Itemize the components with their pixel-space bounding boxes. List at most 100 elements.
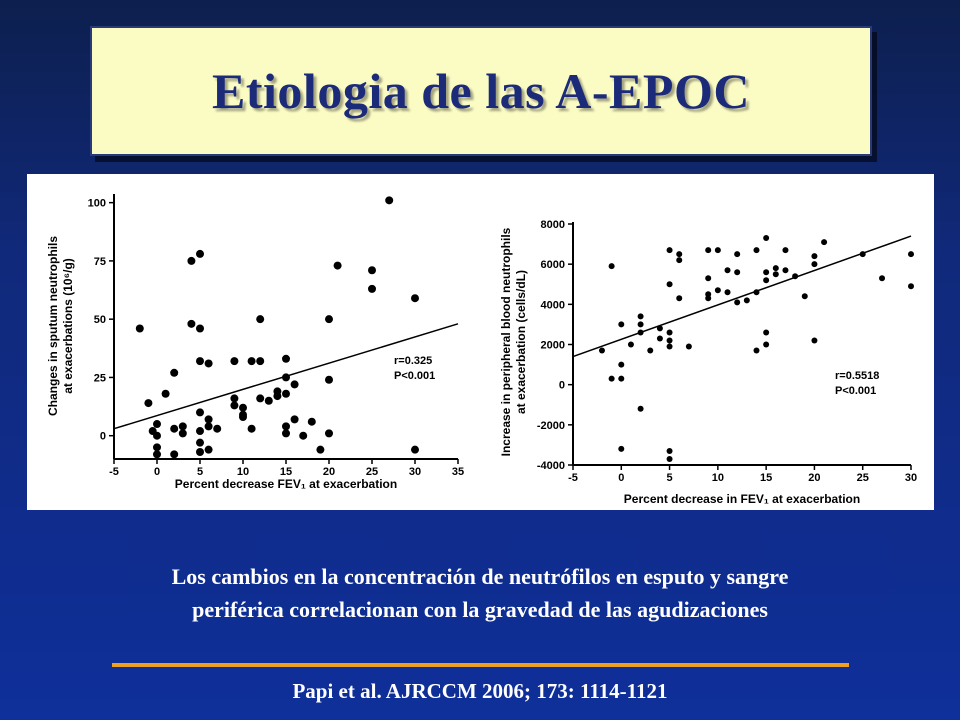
chart-left-point [239, 413, 247, 422]
chart-right-point [608, 375, 615, 382]
chart-left-point [290, 380, 299, 389]
chart-left-point [230, 394, 239, 403]
chart-left-ytick-label: 100 [88, 198, 106, 210]
chart-left-point [239, 403, 247, 412]
chart-left-annotation-p: P<0.001 [394, 370, 435, 382]
chart-left-point [170, 368, 179, 377]
chart-right-point [637, 405, 644, 412]
chart-left-xlabel: Percent decrease FEV₁ at exacerbation [175, 477, 397, 491]
chart-left-point [153, 431, 161, 440]
chart-right-point [772, 271, 779, 278]
chart-right-point [792, 273, 799, 280]
chart-right-points [598, 235, 914, 462]
chart-left-point [153, 420, 161, 429]
chart-right-ytick-label: -4000 [537, 460, 565, 472]
chart-right-point [666, 343, 673, 350]
chart-right-point [763, 329, 770, 336]
chart-left-point [333, 261, 342, 270]
chart-right-point [676, 251, 683, 258]
chart-right-point [647, 347, 654, 354]
chart-right-xtick-label: 30 [905, 472, 917, 484]
chart-left-ytick-label: 50 [94, 314, 106, 326]
chart-right-point [656, 325, 663, 332]
chart-left-ytick-label: 75 [94, 256, 106, 268]
chart-right-xtick-label: 15 [760, 472, 772, 484]
chart-left-plot-area [114, 194, 458, 459]
chart-left-xtick-label: 10 [237, 466, 249, 478]
chart-left-point [144, 399, 153, 408]
chart-right-point [637, 321, 644, 328]
chart-right-point [656, 335, 663, 342]
chart-right-point [666, 281, 673, 288]
chart-left-point [282, 429, 290, 438]
chart-left-point [282, 373, 290, 382]
chart-right-xtick-label: 10 [712, 472, 724, 484]
chart-left-annotation-r: r=0.325 [394, 355, 432, 367]
chart-right-point [676, 295, 683, 302]
chart-right-point [763, 235, 770, 242]
chart-right-point [685, 343, 692, 350]
chart-right-point [676, 257, 683, 264]
chart-left-point [273, 392, 282, 401]
chart-left-point [204, 359, 213, 368]
chart-left-point [196, 438, 204, 447]
chart-right-point [821, 239, 828, 246]
chart-left-xtick-label: 25 [366, 466, 378, 478]
chart-right-point [666, 447, 673, 454]
chart-right-ylabel: Increase in peripheral blood neutrophils… [499, 227, 528, 456]
chart-right-ylabel-line2: at exacerbation (cells/dL) [514, 270, 528, 414]
chart-right-ytick-label: 8000 [541, 219, 565, 231]
chart-left-point [170, 450, 179, 459]
chart-left-point [135, 324, 144, 333]
chart-left-point [325, 375, 333, 384]
chart-left-point [368, 284, 376, 293]
chart-right-xlabel: Percent decrease in FEV₁ at exacerbation [624, 492, 860, 506]
chart-left-xtick-label: 20 [323, 466, 335, 478]
chart-left-point [196, 324, 204, 333]
chart-right-point [618, 361, 625, 368]
caption: Los cambios en la concentración de neutr… [40, 560, 920, 626]
chart-left-point [307, 417, 316, 426]
chart-right-point [743, 297, 750, 304]
chart-left-point [204, 445, 213, 454]
chart-left-ylabel-line2: at exacerbations (10⁶/g) [61, 258, 75, 394]
chart-left-xtick-label: 0 [154, 466, 160, 478]
chart-left-point [196, 408, 204, 417]
chart-left-point [230, 357, 239, 366]
chart-left-point [230, 401, 239, 410]
chart-right-point [666, 337, 673, 344]
chart-right-point [637, 329, 644, 336]
chart-left-point [299, 431, 308, 440]
chart-left-ticks: -5 0 5 10 15 20 25 30 35 0 25 50 75 100 [88, 198, 464, 478]
chart-right-ytick-label: 4000 [541, 299, 565, 311]
chart-right-point [705, 247, 712, 254]
chart-left-point [256, 315, 265, 324]
chart-left-ylabel: Changes in sputum neutrophils at exacerb… [46, 236, 75, 416]
chart-right-xtick-label: 0 [618, 472, 624, 484]
chart-right-ytick-label: 6000 [541, 259, 565, 271]
chart-right-point [714, 247, 721, 254]
chart-left-point [411, 294, 419, 303]
chart-right-point [753, 347, 760, 354]
chart-right-xlabel-text: Percent decrease in FEV₁ at exacerbation [624, 492, 860, 506]
chart-right-point [666, 247, 673, 254]
chart-right-point [705, 295, 712, 302]
chart-right-point [801, 293, 808, 300]
chart-right-annotation-r: r=0.5518 [835, 370, 879, 382]
chart-right-xtick-label: 20 [808, 472, 820, 484]
chart-left-point [256, 394, 265, 403]
chart-right-point [908, 251, 914, 258]
chart-left-point [325, 429, 333, 438]
chart-right-xtick-label: -5 [568, 472, 578, 484]
chart-right-point [811, 261, 818, 268]
citation: Papi et al. AJRCCM 2006; 173: 1114-1121 [292, 679, 668, 703]
chart-right-point [724, 267, 731, 274]
chart-left-point [247, 424, 256, 433]
chart-panel: -5 0 5 10 15 20 25 30 35 0 25 50 75 100 r=0.325 P<0.0… [27, 174, 934, 510]
chart-right-point [608, 263, 615, 270]
chart-left-points [135, 196, 419, 459]
chart-right-point [666, 455, 673, 462]
chart-left-point [196, 249, 204, 258]
chart-right-point [763, 269, 770, 276]
